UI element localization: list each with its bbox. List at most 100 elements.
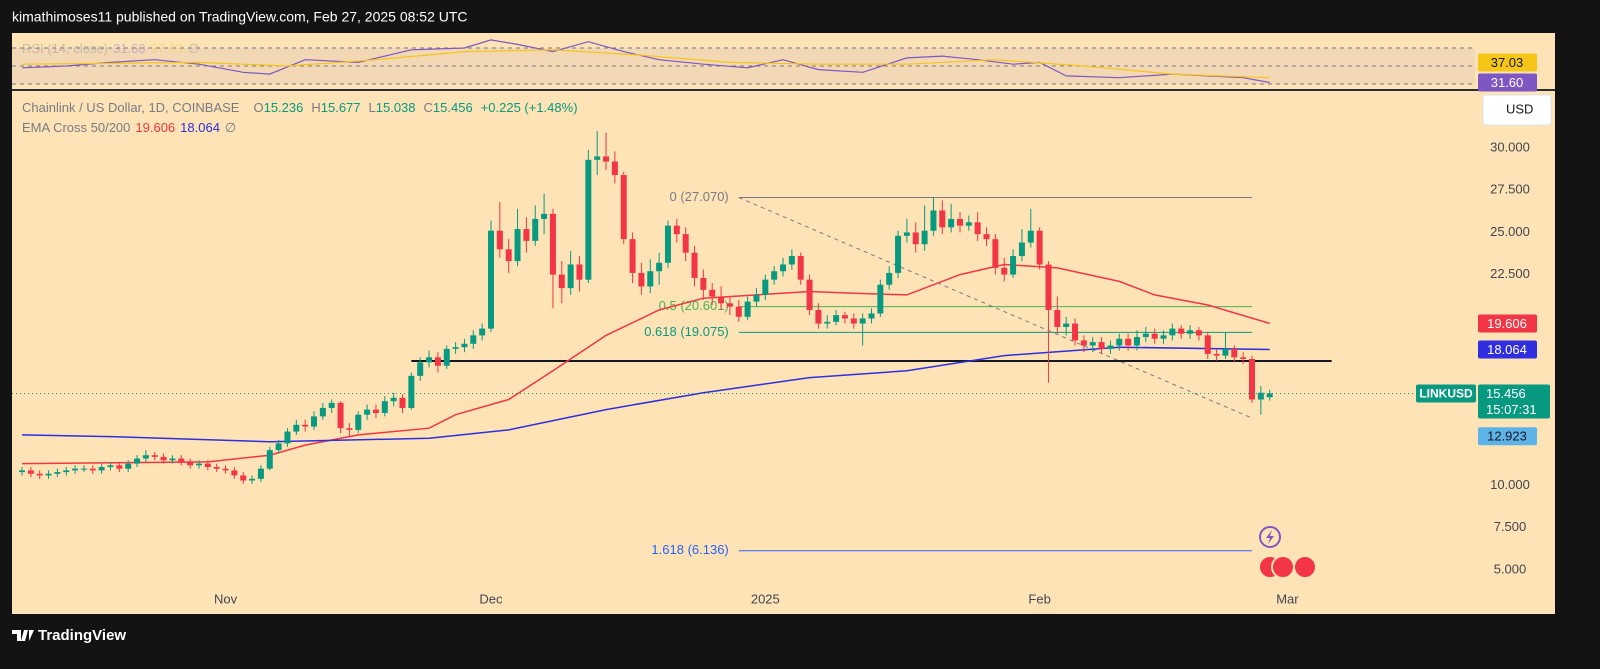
candle-body [603,156,610,162]
rsi-line [21,39,1270,84]
candle-body [1222,348,1229,356]
price-badge: 15.456 [1486,386,1526,401]
candle-body [89,468,96,471]
candle-body [895,235,902,273]
y-tick-label: 10.000 [1490,477,1530,492]
candle-body [160,456,167,461]
candle-body [1125,338,1132,346]
candle-body [1187,330,1194,334]
candle-body [1195,330,1202,336]
candle-body [1063,323,1070,327]
candle-body [629,239,636,273]
candle-body [726,303,733,307]
candle-body [487,230,494,329]
candle-body [965,222,972,226]
candle-body [72,468,79,471]
candle-body [549,213,556,275]
candle-body [125,463,132,469]
currency-button-box[interactable] [1482,94,1552,126]
candle-body [859,318,866,324]
currency-label[interactable]: USD [1506,101,1533,116]
candle-body [700,277,707,290]
rsi-badge: 37.03 [1491,55,1524,70]
legend: EMA Cross 50/200 19.606 18.064 ∅ [22,120,236,135]
candle-body [735,306,742,317]
candle-body [903,232,910,236]
y-tick-label: 22.500 [1490,266,1530,281]
legend-value: 15.456 [433,100,473,115]
candle-body [1098,342,1105,349]
chart-area [12,33,1555,614]
candle-body [1257,392,1264,400]
candle-body [611,161,618,176]
rsi-badge: 31.60 [1491,75,1524,90]
legend-item: 18.064 [180,120,220,135]
fib-label: 1.618 (6.136) [651,542,728,557]
plot: 0 (27.070) 0.5 (20.601) 0.618 (19.075) 1.61… [12,39,1550,606]
legend-value: 15.677 [321,100,361,115]
legend-value: 15.236 [264,100,304,115]
publisher-line: kimathimoses11 published on TradingView.… [12,9,468,25]
candle-body [797,256,804,280]
candle-body [850,318,857,324]
candle-body [992,239,999,268]
candle-body [620,175,627,240]
currency-button[interactable]: USD [1482,94,1552,126]
candle-body [302,424,309,427]
candle-body [417,362,424,376]
fib-label: 0.5 (20.601) [659,298,729,313]
candle-body [815,310,822,324]
candle-body [443,348,450,366]
candle-body [886,272,893,285]
candle-body [912,232,919,245]
candle-body [868,313,875,319]
event-flag[interactable] [1293,555,1317,579]
candle-body [1010,256,1017,275]
candle-body [691,252,698,278]
candle-body [390,397,397,402]
legend-item: 31.60 [113,41,146,56]
candle-body [1151,333,1158,339]
candle-body [567,264,574,289]
candle-body [381,401,388,413]
candle-body [151,455,158,457]
candle-body [974,222,981,235]
candle-body [275,443,282,451]
y-tick-label: 7.500 [1494,519,1527,534]
legend-item: Chainlink / US Dollar, 1D, COINBASE [22,100,240,115]
x-tick-label: 2025 [751,591,780,606]
candle-body [939,210,946,228]
candle-body [514,229,521,262]
candle-body [673,225,680,235]
candle-body [142,455,149,459]
candle-body [664,225,671,263]
candle-body [1178,328,1185,334]
candle-body [505,249,512,262]
candle-body [709,289,716,297]
candle-body [771,271,778,280]
legend-item: RSI (14, close) [22,41,108,56]
ema-badge-box [1478,340,1537,359]
candle-body [576,264,583,280]
candle-body [753,294,760,302]
legend-item: ∅ [225,120,236,135]
brand-logo: TradingView [12,627,126,644]
candle-body [921,230,928,245]
candle-body [647,271,654,287]
candle-body [80,468,87,470]
brand-name: TradingView [38,627,126,644]
candle-body [346,428,353,430]
candle-body [496,230,503,250]
event-flag[interactable] [1271,555,1295,579]
candle-body [956,218,963,226]
x-tick-label: Feb [1028,591,1050,606]
candle-body [594,156,601,160]
fib-label: 0 (27.070) [670,189,729,204]
candle-body [930,210,937,231]
price-badge-box [1478,384,1550,419]
candle-body [293,424,300,432]
candle-body [399,397,406,408]
candle-body [470,335,477,344]
candle-body [195,463,202,466]
candle-body [541,213,548,219]
